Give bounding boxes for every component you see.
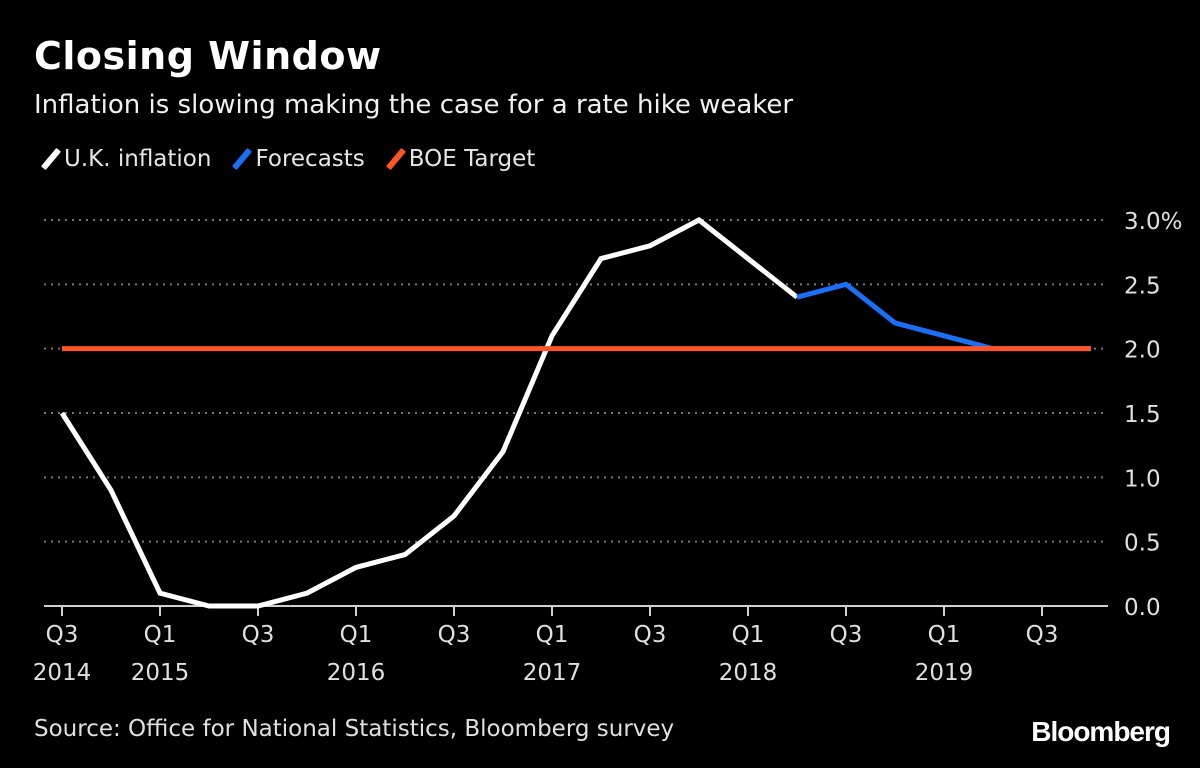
bloomberg-logo: Bloomberg	[1031, 716, 1171, 747]
chart-title: Closing Window	[34, 34, 382, 78]
x-tick-label: Q1	[928, 622, 961, 648]
x-tick-label: Q3	[1026, 622, 1059, 648]
series-line-u-k-inflation	[59, 217, 799, 609]
x-tick-label: Q1	[340, 622, 373, 648]
series-line-forecasts	[796, 281, 1091, 352]
x-tick-label: Q1	[536, 622, 569, 648]
y-tick-label: 1.0	[1124, 466, 1161, 492]
y-tick-label: 2.0	[1124, 338, 1161, 364]
x-tick-label: Q3	[830, 622, 863, 648]
legend-item-forecasts: Forecasts	[232, 146, 365, 172]
x-tick-year: 2016	[327, 660, 386, 686]
y-tick-label: 0.5	[1124, 531, 1161, 557]
x-tick-year: 2014	[33, 660, 92, 686]
x-tick-label: Q1	[144, 622, 177, 648]
legend: U.K. inflation Forecasts BOE Target	[40, 146, 536, 172]
x-tick-year: 2015	[131, 660, 190, 686]
y-tick-label: 3.0%	[1124, 209, 1182, 235]
x-tick-label: Q3	[46, 622, 79, 648]
x-tick-year: 2017	[523, 660, 582, 686]
y-tick-label: 1.5	[1124, 402, 1161, 428]
x-tick-year: 2019	[915, 660, 974, 686]
legend-label: BOE Target	[408, 146, 536, 172]
chart-subtitle: Inflation is slowing making the case for…	[34, 90, 794, 120]
x-tick-label: Q3	[438, 622, 471, 648]
x-tick-label: Q3	[634, 622, 667, 648]
x-tick-label: Q1	[732, 622, 765, 648]
x-tick-label: Q3	[242, 622, 275, 648]
x-tick-year: 2018	[719, 660, 778, 686]
source-note: Source: Office for National Statistics, …	[34, 716, 675, 742]
legend-item-boe-target: BOE Target	[385, 146, 536, 172]
legend-item-uk-inflation: U.K. inflation	[40, 146, 212, 172]
legend-label: Forecasts	[255, 146, 365, 172]
y-tick-label: 2.5	[1124, 273, 1161, 299]
legend-label: U.K. inflation	[64, 146, 212, 172]
y-tick-label: 0.0	[1124, 595, 1161, 621]
